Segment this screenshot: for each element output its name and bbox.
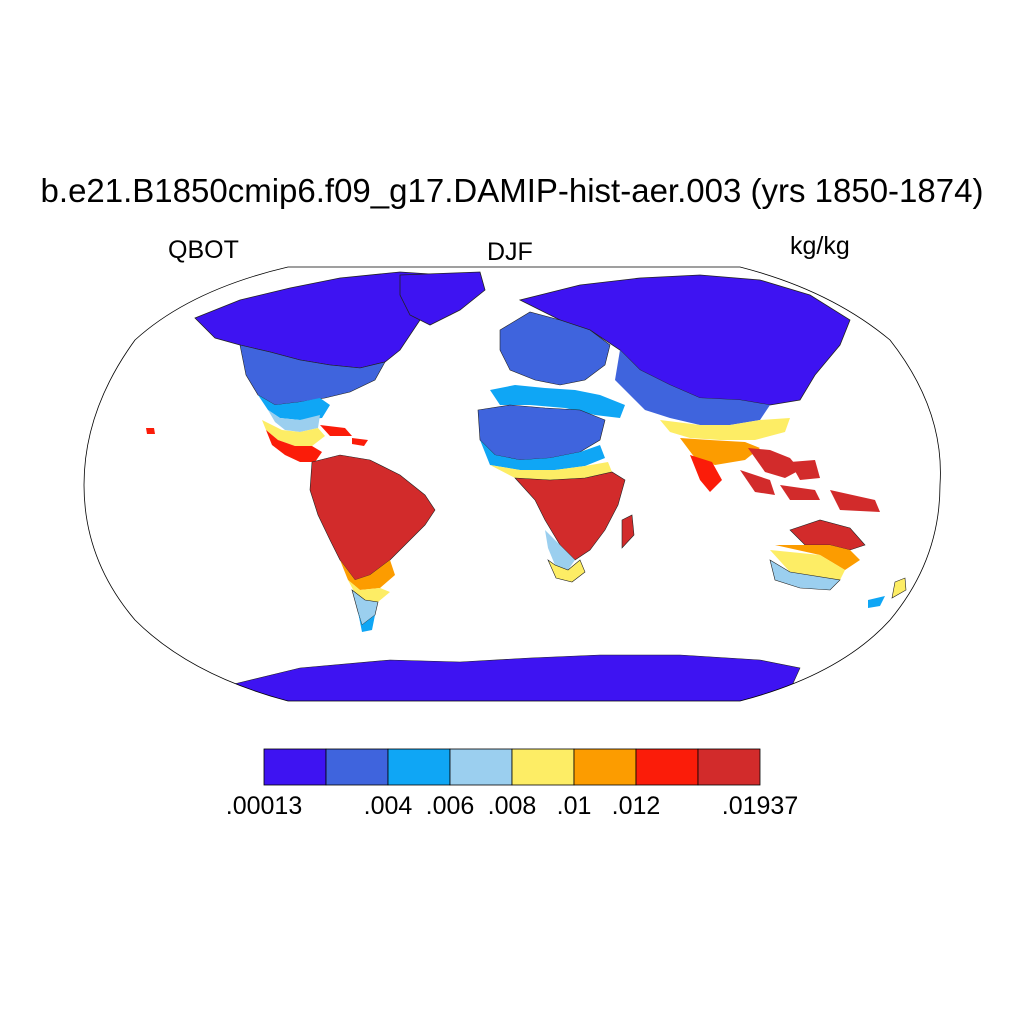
patagonia [358,612,375,632]
new-guinea [830,490,880,512]
sahel-warm [490,462,612,480]
colorbar-swatch [325,748,389,786]
south-asia-warm [660,418,790,440]
colorbar-swatch [573,748,637,786]
hawaii [146,428,155,434]
mexico-warm [262,420,325,446]
colorbar-label: .00013 [225,792,303,820]
se-asia-hot [748,448,800,478]
plot-title: b.e21.B1850cmip6.f09_g17.DAMIP-hist-aer.… [40,172,984,209]
colorbar-label: .01937 [721,792,799,820]
colorbar-swatch [449,748,513,786]
colorbar-swatch [511,748,575,786]
mediterranean-band [490,385,625,418]
sahel-band [480,440,605,470]
colorbar [263,748,761,786]
madagascar [621,514,635,549]
north-america-mild [258,395,330,420]
europe-cool [499,311,611,386]
south-america-hot [309,454,436,581]
south-asia-hot [680,438,760,465]
north-america-cool [239,344,386,406]
australia-interior [769,559,841,591]
tasmania [868,596,885,608]
central-america-hot [266,430,322,462]
map-outline [83,266,941,702]
south-america-fringe [340,560,395,590]
colorbar-swatch [387,748,451,786]
colorbar-swatch [263,748,327,786]
colorbar-label: .012 [611,792,661,820]
indonesia-2 [780,485,820,500]
colorbar-swatch [635,748,699,786]
map-fill-layer [146,271,907,701]
caribbean [320,425,352,436]
southern-africa-warm [547,559,586,583]
season-label: DJF [487,238,533,266]
colorbar-label: .008 [487,792,537,820]
australia-yellow [770,550,845,580]
africa-hot [514,471,626,561]
colorbar-label: .006 [425,792,475,820]
units-label: kg/kg [790,232,850,260]
colorbar-swatch [697,748,761,786]
greenland [399,271,486,326]
australia-orange [775,545,860,570]
colorbar-label: .01 [556,792,592,820]
indonesia-1 [740,470,775,495]
borneo [790,460,820,480]
colorbar-label: .004 [363,792,413,820]
antarctica [228,654,801,701]
new-zealand [891,577,907,599]
caribbean-2 [352,438,368,446]
india-hot [690,455,722,492]
north-america-temperate [268,410,320,432]
southern-africa-mild [545,530,575,570]
asia-cool [615,350,770,425]
variable-label: QBOT [168,236,239,264]
